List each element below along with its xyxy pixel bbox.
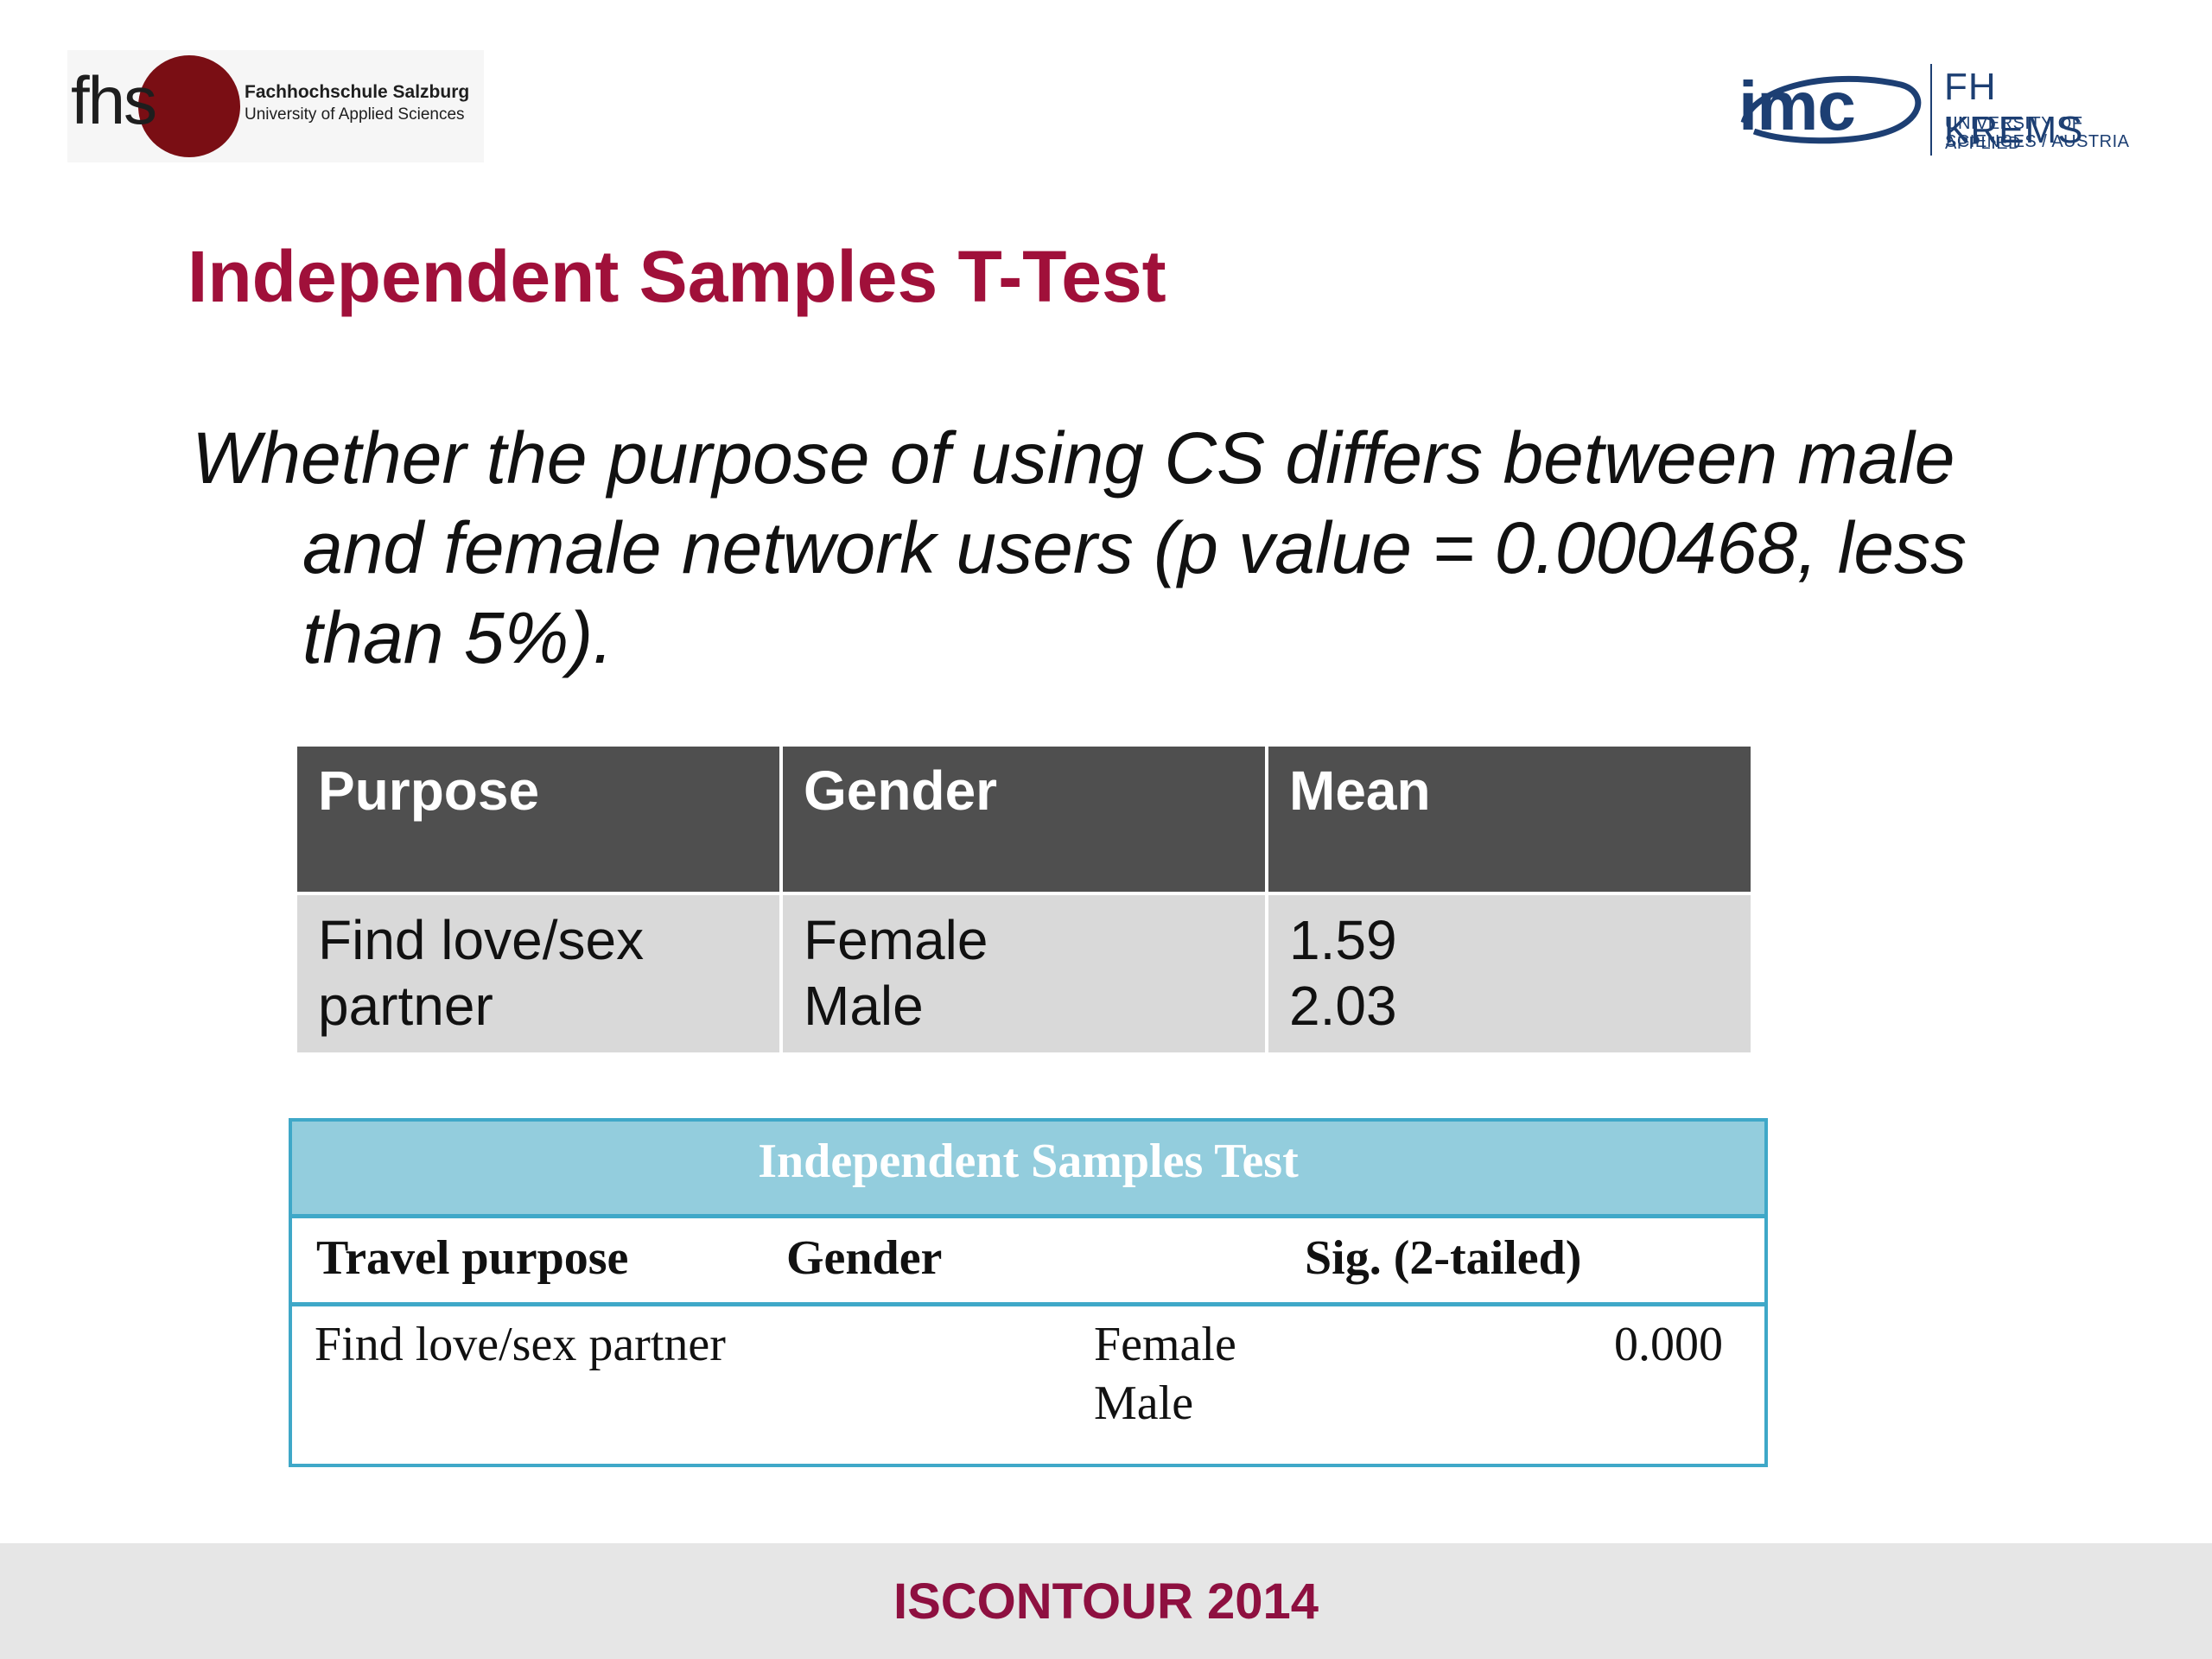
means-table: Purpose Gender Mean Find love/sex partne… [294, 743, 1754, 1056]
gender-male: Male [804, 975, 924, 1037]
spss-table-header: Independent Samples Test [292, 1122, 1764, 1218]
fhs-logo-name: Fachhochschule Salzburg [245, 82, 470, 102]
question-line-3: than 5%). [302, 597, 613, 678]
purpose-line-2: partner [318, 975, 493, 1037]
logo-divider [1930, 64, 1932, 156]
fhs-logo-letters: fhs [71, 62, 157, 138]
spss-column-headers: Travel purpose Gender Sig. (2-tailed) [292, 1218, 1764, 1306]
header-gender: Gender [783, 747, 1265, 892]
row-travel-purpose: Find love/sex partner [315, 1318, 726, 1371]
header-travel-purpose: Travel purpose [316, 1231, 629, 1285]
cell-mean: 1.59 2.03 [1268, 895, 1751, 1052]
fhs-logo: fhs Fachhochschule Salzburg University o… [67, 50, 484, 162]
slide-title: Independent Samples T-Test [188, 236, 1166, 317]
purpose-line-1: Find love/sex [318, 909, 645, 971]
imc-fh-krems-logo: imc FH KREMS UNIVERSITY OF APPLIED SCIEN… [1728, 60, 2143, 160]
fh-krems-name: FH KREMS [1944, 66, 2084, 151]
header-purpose: Purpose [297, 747, 779, 892]
imc-mark: imc [1738, 67, 1856, 144]
header-sig: Sig. (2-tailed) [1305, 1231, 1582, 1285]
spss-table-title: Independent Samples Test [758, 1135, 1299, 1188]
cell-gender: Female Male [783, 895, 1265, 1052]
table-row: Find love/sex partner Female Male 1.59 2… [297, 895, 1751, 1052]
cell-purpose: Find love/sex partner [297, 895, 779, 1052]
mean-female: 1.59 [1289, 909, 1397, 971]
question-line-1: Whether the purpose of using CS differs … [192, 417, 1955, 499]
fh-krems-subtitle-line1: UNIVERSITY OF APPLIED [1945, 114, 2083, 153]
header-mean: Mean [1268, 747, 1751, 892]
fhs-logo-subtitle: University of Applied Sciences [245, 105, 465, 124]
gender-female: Female [804, 909, 988, 971]
row-gender-male: Male [1094, 1376, 1194, 1430]
fh-krems-subtitle-line2: SCIENCES / AUSTRIA [1945, 132, 2130, 151]
footer-bar: ISCONTOUR 2014 [0, 1543, 2212, 1659]
mean-male: 2.03 [1289, 975, 1397, 1037]
means-table-header-row: Purpose Gender Mean [297, 747, 1751, 892]
independent-samples-test-table: Independent Samples Test Travel purpose … [289, 1118, 1768, 1467]
header-gender: Gender [786, 1231, 943, 1285]
question-line-2: and female network users (p value = 0.00… [302, 507, 1967, 588]
imc-swoosh-icon [1740, 75, 1922, 144]
row-gender-female: Female [1094, 1318, 1236, 1371]
fhs-logo-circle [138, 55, 240, 157]
footer-conference-name: ISCONTOUR 2014 [893, 1573, 1319, 1630]
research-question: Whether the purpose of using CS differs … [192, 413, 2075, 683]
row-sig-value: 0.000 [1614, 1318, 1723, 1371]
